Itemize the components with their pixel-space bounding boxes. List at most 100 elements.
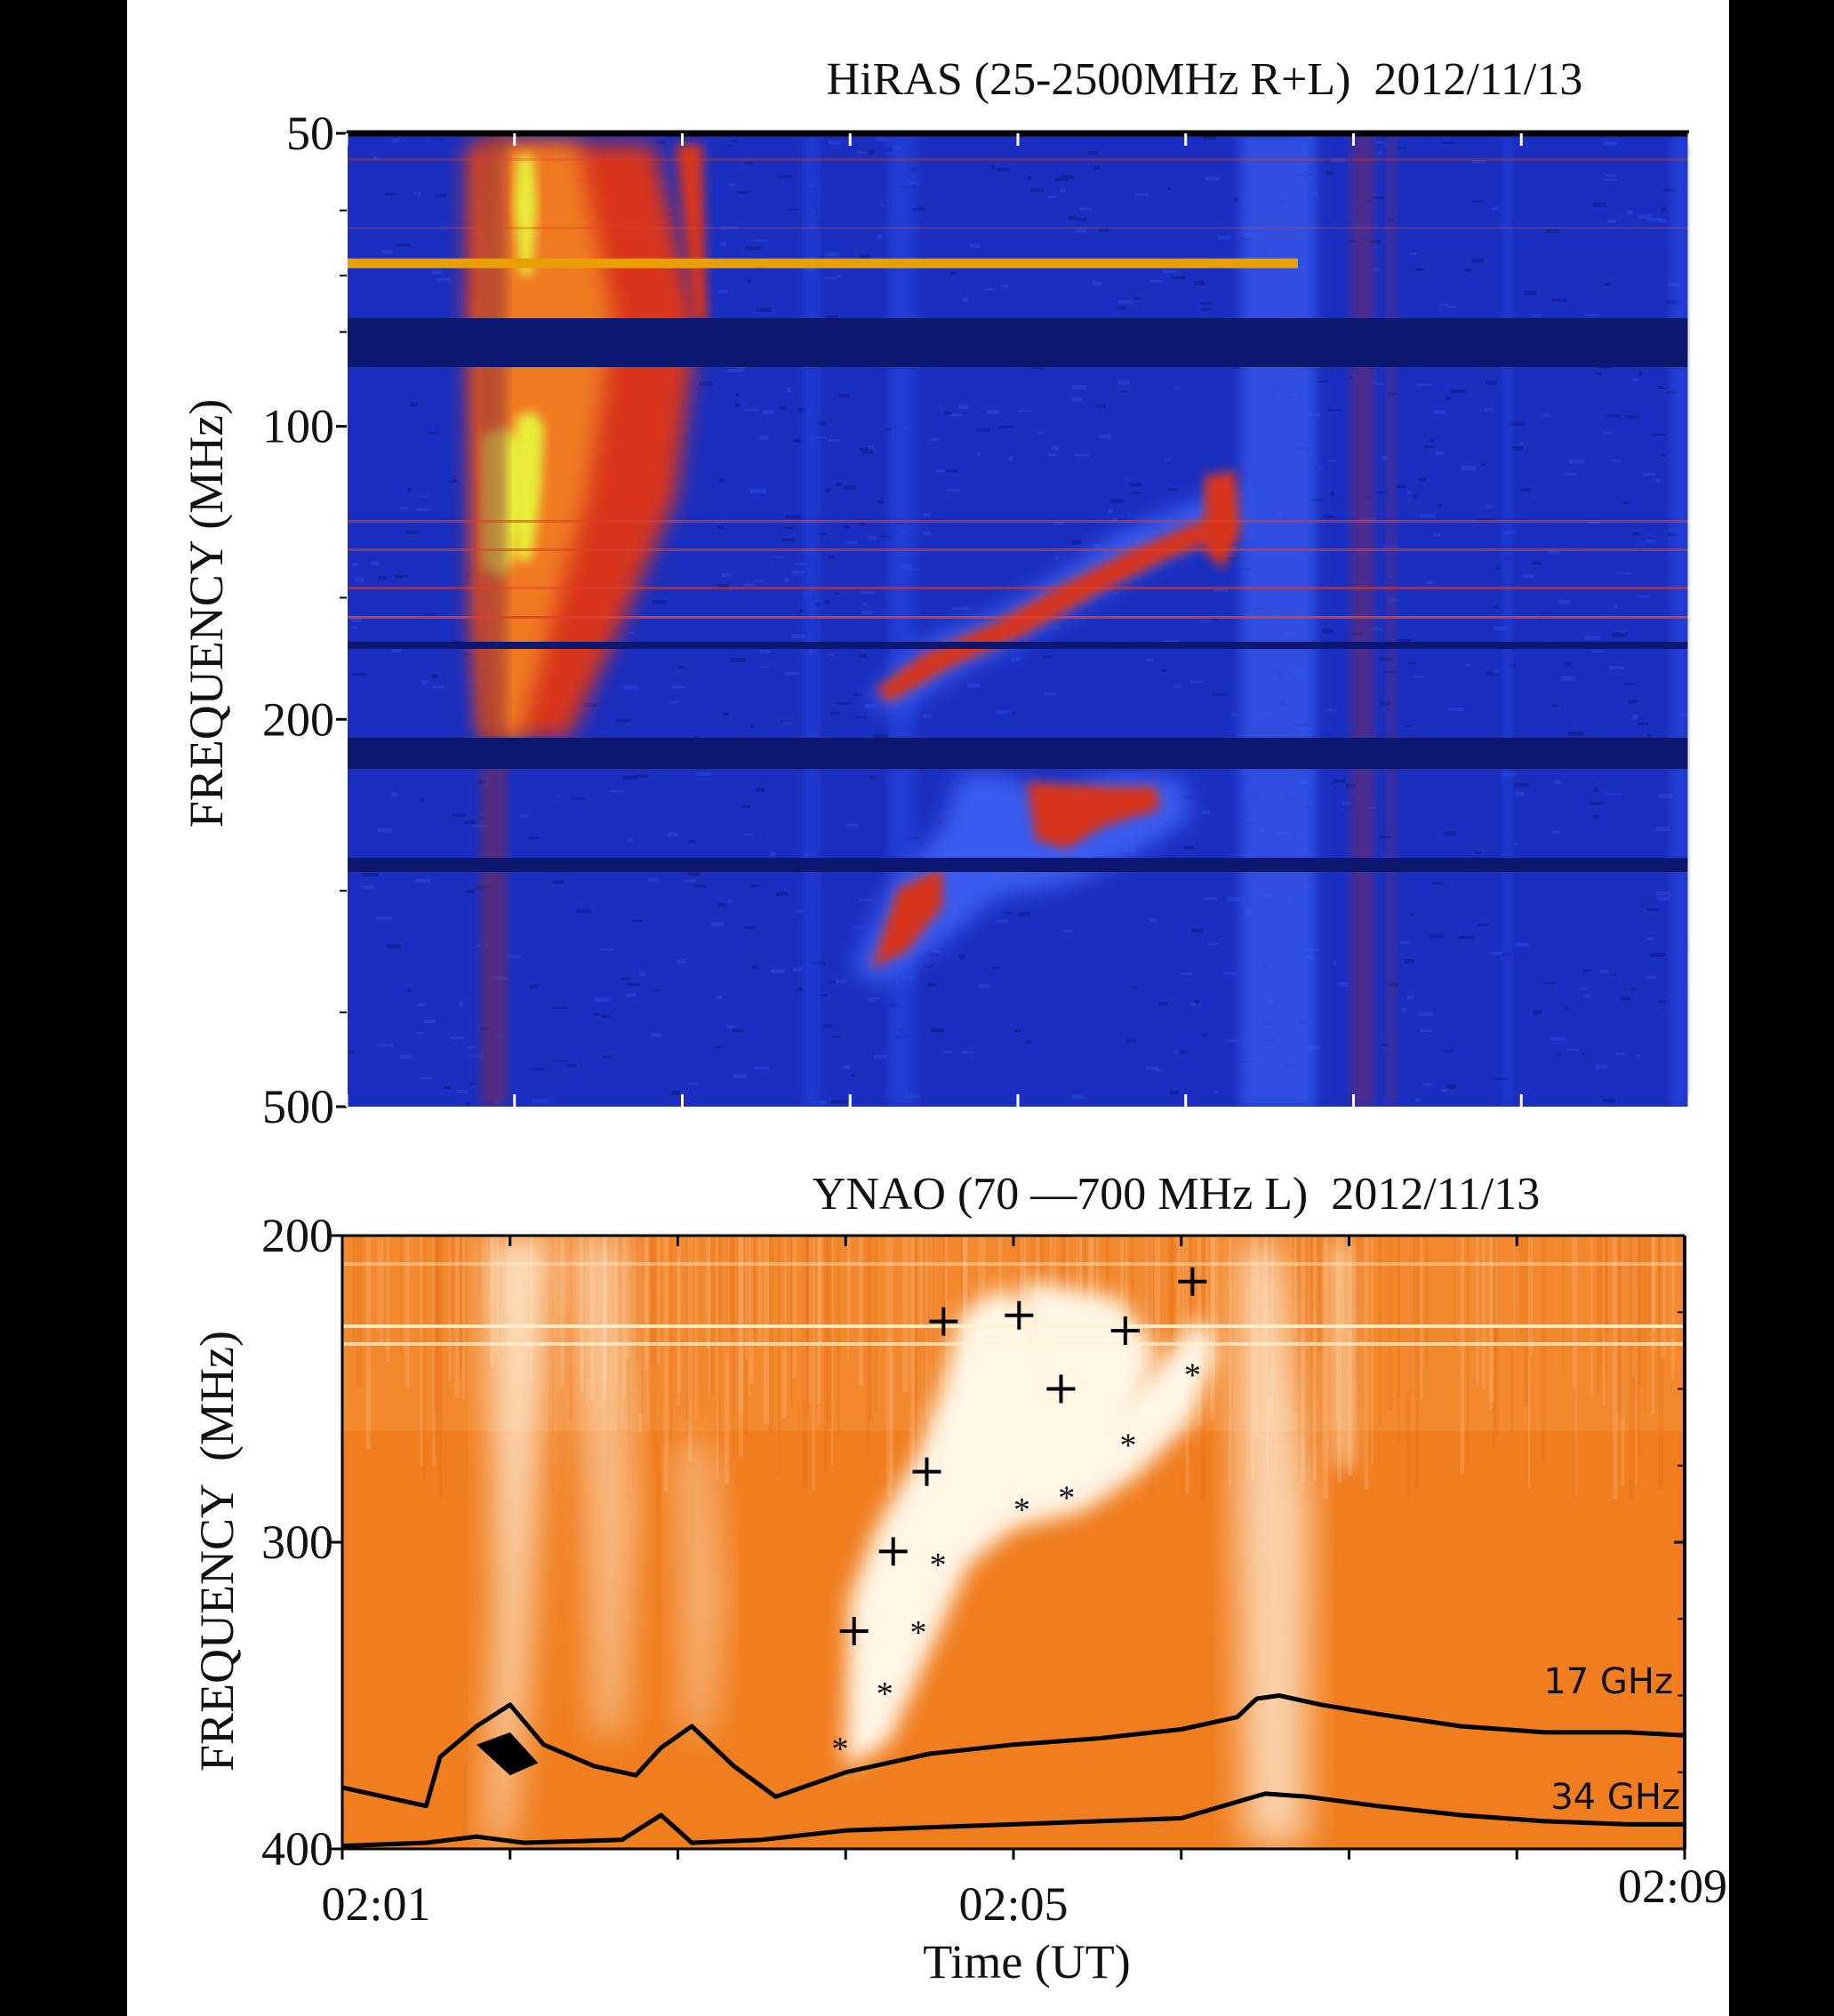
texture-speck <box>1128 483 1141 487</box>
texture-speck <box>1226 1039 1238 1042</box>
texture-speck <box>1582 1052 1586 1055</box>
vertical-streak <box>480 133 507 1107</box>
texture-speck <box>992 966 1002 970</box>
texture-streak <box>422 1236 427 1479</box>
texture-streak <box>670 1236 673 1447</box>
texture-speck <box>351 618 361 622</box>
texture-speck <box>1551 299 1567 302</box>
texture-speck <box>1133 296 1141 300</box>
texture-speck <box>594 997 610 1002</box>
texture-speck <box>829 555 836 559</box>
ynao-y-axis: 200 300 400 <box>261 1209 1685 1876</box>
texture-speck <box>1606 793 1622 796</box>
texture-speck <box>401 1054 413 1060</box>
vertical-streak <box>1671 133 1689 1107</box>
texture-streak <box>1616 1236 1622 1412</box>
texture-speck <box>1654 434 1666 436</box>
texture-streak <box>1605 1236 1608 1377</box>
texture-speck <box>936 469 946 473</box>
texture-speck <box>1109 508 1113 514</box>
texture-speck <box>406 487 412 492</box>
texture-speck <box>1589 802 1605 805</box>
texture-speck <box>1397 638 1411 642</box>
texture-speck <box>827 653 834 656</box>
texture-speck <box>793 438 801 443</box>
texture-speck <box>747 279 752 284</box>
texture-speck <box>995 919 1008 924</box>
texture-speck <box>1632 715 1638 719</box>
texture-speck <box>829 981 836 984</box>
texture-speck <box>717 290 728 294</box>
texture-speck <box>1603 431 1614 435</box>
texture-speck <box>771 969 786 972</box>
texture-speck <box>1316 380 1328 383</box>
texture-speck <box>1146 1066 1158 1070</box>
texture-speck <box>417 1003 427 1007</box>
texture-speck <box>688 1082 700 1084</box>
texture-streak <box>749 1236 754 1385</box>
texture-speck <box>1160 668 1166 672</box>
texture-speck <box>1548 550 1559 555</box>
texture-streak <box>1631 1236 1635 1378</box>
texture-speck <box>1321 628 1333 634</box>
texture-streak <box>930 1236 933 1461</box>
texture-streak <box>729 1236 734 1334</box>
texture-speck <box>1037 431 1045 435</box>
texture-speck <box>601 1014 611 1018</box>
texture-speck <box>1615 1052 1626 1056</box>
texture-speck <box>1485 671 1501 676</box>
interference-line <box>342 1262 1685 1266</box>
burst-yellow-peak-3 <box>514 156 537 276</box>
label-17ghz: 17 GHz <box>1543 1661 1673 1702</box>
texture-speck <box>1621 996 1630 1001</box>
texture-streak <box>1612 1236 1618 1500</box>
curve-17-ghz <box>342 1693 1685 1809</box>
texture-speck <box>791 571 805 574</box>
texture-speck <box>797 987 803 992</box>
texture-streak <box>448 1236 452 1381</box>
texture-speck <box>1429 933 1444 939</box>
texture-speck <box>1444 1049 1454 1052</box>
texture-speck <box>923 964 933 968</box>
texture-speck <box>452 813 466 818</box>
texture-speck <box>976 451 981 456</box>
texture-streak <box>477 1236 482 1326</box>
texture-speck <box>469 1054 485 1057</box>
texture-speck <box>860 590 875 595</box>
texture-speck <box>1554 780 1561 785</box>
texture-streak <box>1638 1236 1643 1385</box>
texture-speck <box>735 393 740 397</box>
texture-speck <box>771 969 785 974</box>
texture-speck <box>715 1045 722 1049</box>
texture-speck <box>1117 306 1126 310</box>
texture-streak <box>1493 1236 1496 1448</box>
texture-speck <box>648 877 659 882</box>
y-tick-label: 100 <box>262 400 334 453</box>
texture-speck <box>1382 456 1390 460</box>
texture-streak <box>677 1236 680 1406</box>
texture-streak <box>739 1236 744 1458</box>
texture-speck <box>1542 413 1551 418</box>
texture-speck <box>756 788 765 792</box>
texture-speck <box>1450 388 1466 394</box>
interference-line <box>347 587 1689 589</box>
texture-streak <box>748 1236 750 1396</box>
texture-streak <box>812 1236 815 1491</box>
texture-speck <box>1654 827 1670 831</box>
x-tick-label: 02:09 <box>1618 1860 1727 1913</box>
texture-speck <box>1370 627 1383 631</box>
texture-speck <box>349 1050 356 1052</box>
texture-speck <box>1202 1033 1207 1037</box>
texture-speck <box>1558 600 1571 604</box>
texture-speck <box>696 772 711 776</box>
texture-speck <box>1309 498 1324 501</box>
texture-streak <box>1453 1236 1456 1350</box>
ynao-title: YNAO (70 —700 MHz L) 2012/11/13 <box>813 1169 1540 1220</box>
texture-speck <box>743 833 755 836</box>
ynao-overlay-curves <box>342 1693 1685 1849</box>
texture-speck <box>1485 380 1498 385</box>
texture-speck <box>423 612 437 615</box>
texture-speck <box>1027 176 1032 180</box>
texture-speck <box>1622 500 1630 505</box>
texture-speck <box>1405 724 1412 727</box>
